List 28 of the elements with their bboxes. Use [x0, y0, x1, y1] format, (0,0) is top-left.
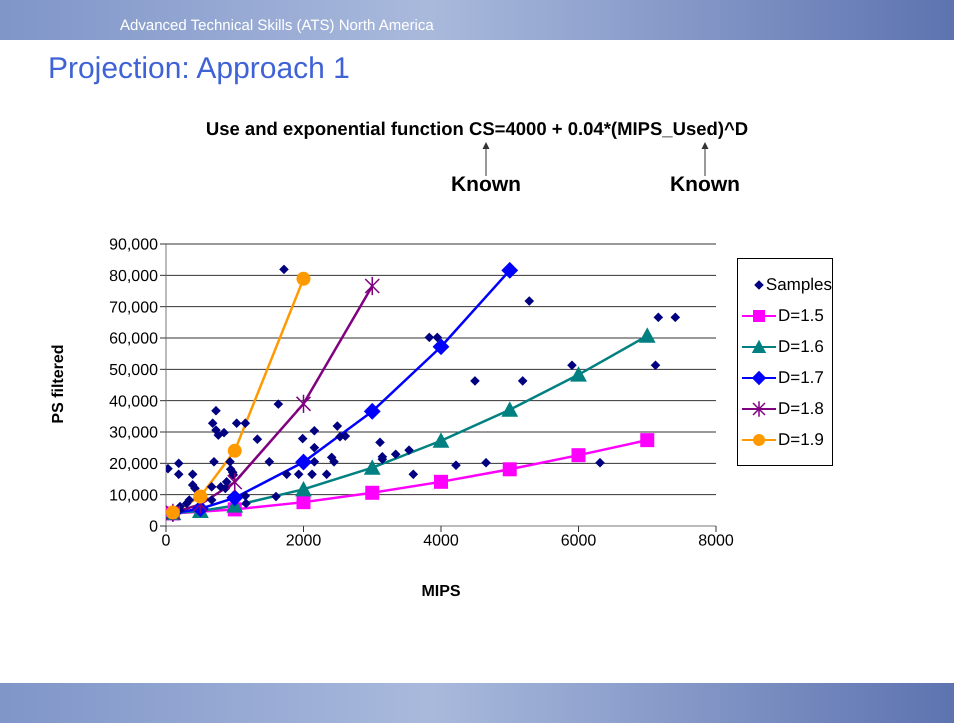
y-tick-label: 20,000 [109, 456, 158, 474]
y-tick-label: 40,000 [109, 393, 158, 410]
x-tick-label: 6000 [560, 532, 596, 550]
y-tick-label: 50,000 [109, 362, 158, 380]
y-tick-label: 70,000 [109, 299, 158, 316]
text: Advanced Technical Skills (ATS) North America [120, 17, 434, 34]
y-tick-label: 80,000 [109, 268, 158, 286]
legend-label: Samples [766, 274, 832, 294]
legend-label: D=1.9 [778, 430, 824, 450]
x-tick-label: 2000 [286, 532, 322, 550]
y-tick-label: 90,000 [109, 236, 158, 254]
legend-label: D=1.6 [778, 336, 824, 356]
text: Known [450, 173, 522, 197]
legend-label: D=1.7 [778, 368, 824, 388]
x-axis-title: MIPS [420, 583, 462, 601]
legend-label: D=1.5 [778, 306, 824, 326]
text: Known [669, 173, 741, 197]
y-tick-label: 10,000 [109, 487, 158, 504]
y-axis-title: PS filtered [50, 343, 68, 426]
chart-subtitle: Use and exponential function CS=4000 + 0.04*(MIPS_Used)^D [204, 118, 750, 140]
y-tick-label: 0 [149, 518, 158, 536]
x-tick-label: 0 [162, 532, 171, 550]
y-tick-label: 30,000 [109, 424, 158, 442]
legend-label: D=1.8 [778, 398, 824, 418]
chart-title: Projection: Approach 1 [48, 52, 350, 86]
y-tick-label: 60,000 [109, 330, 158, 348]
x-tick-label: 4000 [423, 532, 459, 550]
x-tick-label: 8000 [698, 532, 734, 550]
